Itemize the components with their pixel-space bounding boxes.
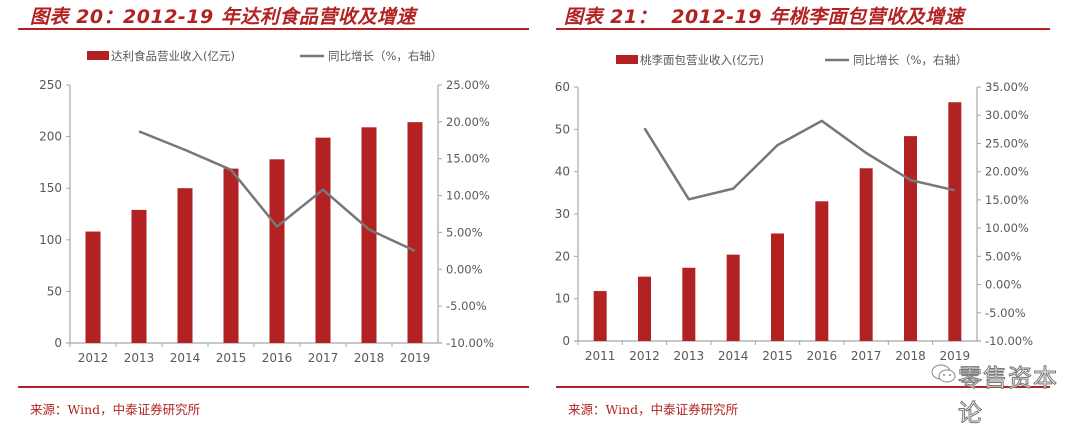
bar — [131, 209, 147, 343]
x-axis-tick-label: 2015 — [216, 351, 247, 365]
x-axis-tick-label: 2018 — [354, 351, 385, 365]
chart-legend: 达利食品营业收入(亿元) 同比增长（%，右轴） — [87, 49, 442, 63]
x-axis-tick-label: 2016 — [262, 351, 293, 365]
left-axis-tick-label: 50 — [555, 122, 570, 136]
x-axis-tick-label: 2019 — [400, 351, 431, 365]
x-axis-tick-label: 2013 — [124, 351, 155, 365]
bar — [948, 102, 962, 342]
right-axis-tick-label: 5.00% — [985, 249, 1022, 263]
right-axis-tick-label: 10.00% — [446, 189, 490, 203]
left-axis-tick-label: 20 — [555, 249, 570, 263]
x-axis-tick-label: 2018 — [895, 349, 926, 363]
right-axis-tick-label: 0.00% — [985, 278, 1022, 292]
legend-line-label: 同比增长（%，右轴） — [853, 53, 967, 67]
bar — [726, 254, 740, 341]
bar — [904, 136, 917, 341]
bar — [407, 122, 423, 343]
left-axis-tick-label: 0 — [54, 336, 62, 350]
right-axis-tick-label: -5.00% — [985, 306, 1026, 320]
right-axis-tick-label: 10.00% — [985, 221, 1029, 235]
legend-bar-swatch — [87, 51, 109, 60]
title-divider — [18, 28, 529, 30]
chart-panel-toly: 图表 21： 2012-19 年桃李面包营收及增速 来源：Wind，中泰证券研究… — [546, 0, 1076, 423]
right-axis-tick-label: 5.00% — [446, 225, 483, 239]
source-divider — [18, 386, 529, 388]
bar — [269, 159, 285, 343]
x-axis-tick-label: 2016 — [807, 349, 838, 363]
left-axis-tick-label: 50 — [47, 284, 62, 298]
right-axis-tick-label: 15.00% — [446, 152, 490, 166]
bar — [177, 188, 193, 343]
watermark: 零售资本论 — [958, 364, 1058, 428]
left-axis-tick-label: 30 — [555, 207, 570, 221]
legend-bar-label: 桃李面包营业收入(亿元) — [640, 53, 764, 67]
wechat-icon — [931, 364, 956, 383]
x-axis-tick-label: 2014 — [170, 351, 201, 365]
bar — [361, 127, 377, 343]
growth-line — [138, 130, 416, 253]
x-axis-tick-label: 2019 — [940, 349, 971, 363]
right-axis-tick-label: 35.00% — [985, 80, 1029, 94]
right-axis-tick-label: 25.00% — [446, 78, 490, 92]
left-axis-tick-label: 0 — [562, 334, 570, 348]
right-axis-tick-label: 15.00% — [985, 193, 1029, 207]
x-axis-tick-label: 2011 — [585, 349, 616, 363]
bar — [859, 168, 873, 341]
bar — [638, 276, 651, 341]
x-axis-tick-label: 2017 — [851, 349, 882, 363]
bar — [593, 291, 607, 341]
right-axis-tick-label: 20.00% — [985, 165, 1029, 179]
x-axis-tick-label: 2013 — [674, 349, 705, 363]
bar — [85, 231, 101, 343]
left-axis-tick-label: 100 — [39, 233, 62, 247]
left-axis-tick-label: 60 — [555, 80, 570, 94]
growth-line — [643, 119, 956, 201]
left-axis-tick-label: 250 — [39, 78, 62, 92]
chart-toly-revenue: 桃李面包营业收入(亿元) 同比增长（%，右轴） 60 50 40 30 20 10 0 35.00… — [555, 53, 1033, 363]
legend-bar-label: 达利食品营业收入(亿元) — [111, 49, 235, 63]
right-axis-tick-label: 20.00% — [446, 115, 490, 129]
bar — [771, 233, 784, 341]
legend-bar-swatch — [616, 55, 638, 64]
x-axis-tick-label: 2012 — [78, 351, 109, 365]
x-axis-tick-label: 2014 — [718, 349, 749, 363]
right-axis-tick-label: 25.00% — [985, 136, 1029, 150]
right-axis-tick-label: 0.00% — [446, 262, 483, 276]
x-axis-tick-label: 2017 — [308, 351, 339, 365]
chart-title: 图表 20：2012-19 年达利食品营收及增速 — [30, 6, 416, 28]
source-note: 来源：Wind，中泰证券研究所 — [30, 402, 201, 417]
chart-dali-revenue: 达利食品营业收入(亿元) 同比增长（%，右轴） 250 200 150 100 50 0 25.… — [39, 49, 494, 365]
chart-legend: 桃李面包营业收入(亿元) 同比增长（%，右轴） — [616, 53, 967, 67]
source-note: 来源：Wind，中泰证券研究所 — [568, 402, 739, 417]
chart-title: 图表 21： 2012-19 年桃李面包营收及增速 — [564, 6, 965, 28]
left-axis-tick-label: 10 — [555, 292, 570, 306]
x-axis-tick-label: 2012 — [629, 349, 660, 363]
right-axis-tick-label: -5.00% — [446, 299, 487, 313]
legend-line-label: 同比增长（%，右轴） — [328, 49, 442, 63]
right-axis-tick-label: 30.00% — [985, 108, 1029, 122]
chart-panel-dali: 图表 20：2012-19 年达利食品营收及增速 达利食品营业收入(亿元) 同比增… — [0, 0, 530, 423]
bar — [315, 137, 331, 343]
left-axis-tick-label: 200 — [39, 130, 62, 144]
right-axis-tick-label: -10.00% — [446, 336, 494, 350]
bar — [815, 201, 829, 341]
x-axis-tick-label: 2015 — [762, 349, 793, 363]
right-axis-tick-label: -10.00% — [985, 334, 1033, 348]
left-axis-tick-label: 150 — [39, 181, 62, 195]
title-divider — [556, 28, 1050, 30]
bar — [223, 168, 239, 343]
bar — [682, 267, 696, 341]
source-divider — [556, 386, 1050, 388]
left-axis-tick-label: 40 — [555, 165, 570, 179]
